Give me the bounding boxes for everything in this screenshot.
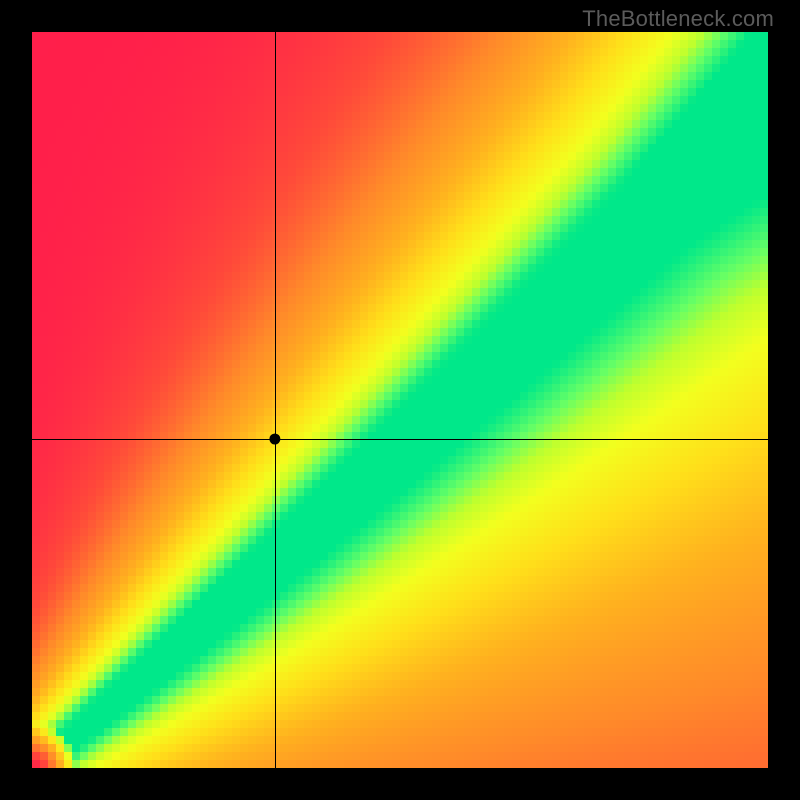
watermark-text: TheBottleneck.com: [582, 6, 774, 32]
chart-stage: TheBottleneck.com: [0, 0, 800, 800]
crosshair-overlay: [32, 32, 768, 768]
